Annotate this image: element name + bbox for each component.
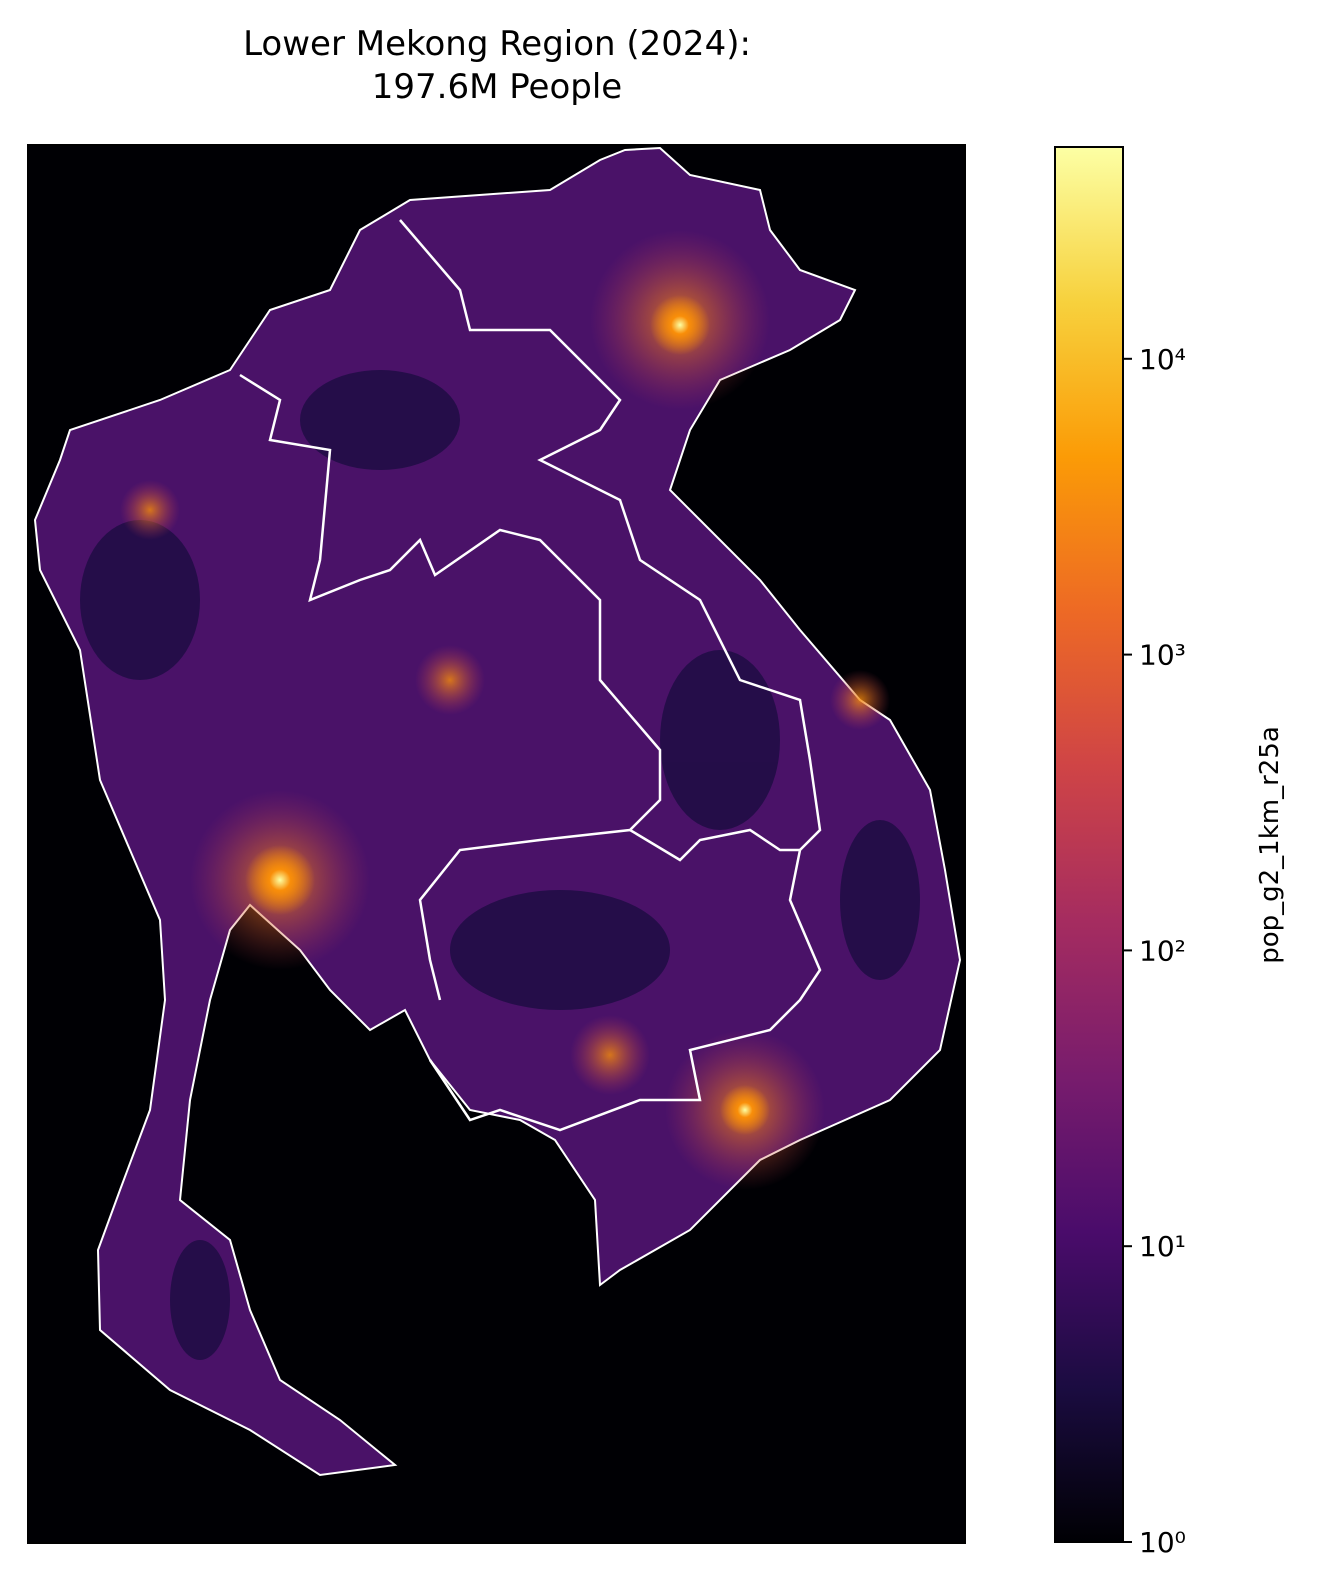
title-line: Lower Mekong Region (2024):: [243, 24, 751, 64]
colorbar-label: pop_g2_1km_r25a: [1255, 726, 1285, 964]
map: [27, 144, 966, 1544]
tick-label: 10⁴: [1139, 343, 1186, 376]
tick-label: 10¹: [1139, 1230, 1186, 1263]
country-borders: [239, 219, 822, 1132]
tick-label: 10²: [1139, 934, 1186, 967]
tick-label: 10³: [1139, 639, 1186, 672]
dark-highlands: [80, 370, 920, 1360]
colorbar: pop_g2_1km_r25a 10⁰ 10¹ 10² 10³ 10⁴: [1054, 146, 1285, 1559]
tick-label: 10⁰: [1139, 1526, 1186, 1559]
title-line: 197.6M People: [372, 67, 622, 107]
colorbar-ramp: [1054, 146, 1124, 1543]
city-glows: [120, 230, 890, 1190]
